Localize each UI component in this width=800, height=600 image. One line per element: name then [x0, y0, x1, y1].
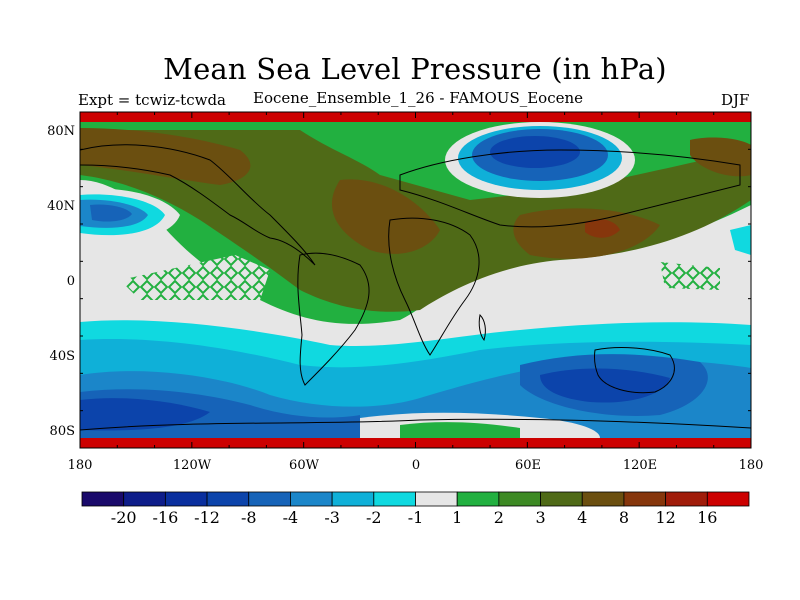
tick-marks	[79, 111, 752, 449]
colorbar-label: 3	[535, 508, 545, 527]
colorbar-label: -12	[194, 508, 220, 527]
pacific-high-north	[690, 137, 751, 177]
south-pacific-low-core	[80, 398, 210, 431]
lon-label-120w: 120W	[173, 458, 212, 473]
arctic-low-core	[490, 136, 580, 168]
colorbar-swatch	[248, 491, 291, 507]
asia-high	[513, 208, 660, 259]
colorbar: -20 -16 -12 -8 -4 -3 -2 -1 1 2 3 4 8 12 16	[81, 491, 750, 527]
colorbar-swatch	[290, 491, 333, 507]
colorbar-label: -4	[283, 508, 299, 527]
colorbar-label: 2	[494, 508, 504, 527]
experiment-label: Expt = tcwiz-tcwda	[78, 91, 226, 109]
colorbar-swatch	[164, 491, 208, 507]
chart-title: Mean Sea Level Pressure (in hPa)	[163, 52, 667, 86]
lat-label-40s: 40S	[50, 349, 75, 364]
lat-label-80s: 80S	[50, 424, 75, 439]
colorbar-swatch	[623, 491, 667, 507]
colorbar-swatch	[415, 491, 458, 507]
colorbar-swatch	[373, 491, 416, 507]
tropical-pacific-pattern	[120, 255, 270, 300]
colorbar-swatch	[540, 491, 583, 507]
lat-label-40n: 40N	[47, 199, 75, 214]
lat-label-80n: 80N	[47, 124, 75, 139]
pacific-low-core	[90, 204, 132, 222]
colorbar-swatch	[81, 491, 125, 507]
north-america-high	[80, 128, 251, 185]
lon-label-180w: 180	[68, 458, 93, 473]
colorbar-label: 16	[697, 508, 717, 527]
colorbar-label: -8	[241, 508, 257, 527]
lon-label-60e: 60E	[515, 458, 541, 473]
longitude-labels: 180 120W 60W 0 60E 120E 180	[68, 458, 764, 473]
colorbar-swatch	[665, 491, 708, 507]
ensemble-label: Eocene_Ensemble_1_26 - FAMOUS_Eocene	[253, 89, 584, 107]
lon-label-120e: 120E	[623, 458, 657, 473]
colorbar-swatch	[456, 491, 500, 507]
asia-high-core	[585, 219, 620, 238]
pressure-field	[80, 112, 751, 448]
south-indian-low-core	[540, 368, 670, 403]
colorbar-label: 4	[577, 508, 587, 527]
colorbar-swatch	[498, 491, 541, 507]
colorbar-label: -2	[366, 508, 382, 527]
colorbar-label: -16	[152, 508, 178, 527]
colorbar-swatch	[331, 491, 375, 507]
latitude-labels: 80N 40N 0 40S 80S	[47, 124, 75, 439]
colorbar-swatch	[206, 491, 250, 507]
season-label: DJF	[721, 91, 750, 109]
west-pacific-pattern	[660, 262, 720, 290]
lon-label-180e: 180	[739, 458, 764, 473]
colorbar-label: 12	[655, 508, 675, 527]
colorbar-swatch	[706, 491, 750, 507]
pacific-low-east	[730, 225, 751, 255]
lat-label-0: 0	[67, 274, 75, 289]
colorbar-label: 1	[452, 508, 462, 527]
atlantic-high	[331, 179, 440, 254]
antarctic-green	[400, 422, 520, 438]
colorbar-label: -3	[324, 508, 340, 527]
lon-label-0: 0	[412, 458, 420, 473]
colorbar-swatch	[581, 491, 625, 507]
colorbar-label: 8	[619, 508, 629, 527]
lon-label-60w: 60W	[289, 458, 320, 473]
colorbar-label: -1	[408, 508, 424, 527]
colorbar-swatch	[123, 491, 166, 507]
equatorial-band	[80, 299, 751, 339]
colorbar-label: -20	[111, 508, 137, 527]
coastlines	[80, 144, 751, 431]
